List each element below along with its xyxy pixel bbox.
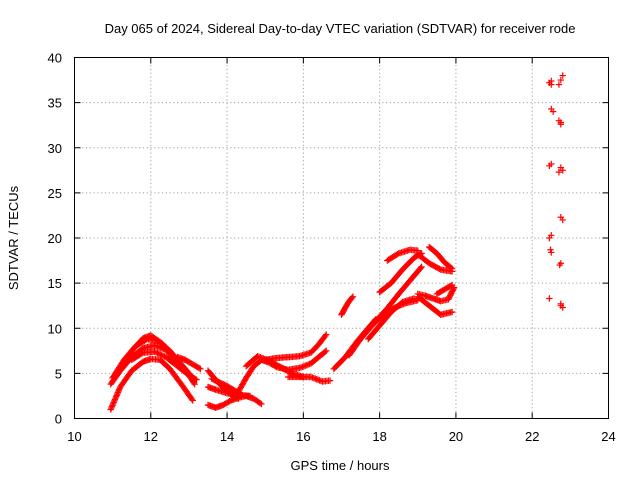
x-tick-label: 14 bbox=[220, 429, 234, 444]
series-arc-28 bbox=[555, 72, 566, 311]
data-point bbox=[548, 232, 555, 239]
data-point bbox=[556, 261, 563, 269]
y-tick-label: 5 bbox=[55, 366, 62, 381]
data-point bbox=[555, 117, 563, 124]
x-tick-label: 22 bbox=[525, 429, 539, 444]
x-axis-label: GPS time / hours bbox=[291, 458, 390, 473]
data-point bbox=[557, 121, 565, 128]
series-arc-26 bbox=[433, 281, 456, 298]
x-tick-label: 24 bbox=[601, 429, 615, 444]
data-point bbox=[557, 300, 565, 308]
data-point bbox=[348, 294, 356, 301]
data-point bbox=[447, 264, 455, 271]
data-point bbox=[448, 265, 456, 272]
y-tick-label: 25 bbox=[48, 186, 62, 201]
data-point bbox=[158, 351, 165, 359]
series-arc-27 bbox=[546, 77, 557, 302]
data-point bbox=[195, 364, 203, 372]
y-axis-label: SDTVAR / TECUs bbox=[6, 185, 21, 290]
data-point bbox=[546, 295, 553, 302]
y-tick-label: 30 bbox=[48, 141, 62, 156]
series-arc-15 bbox=[338, 293, 357, 318]
series-arc-19 bbox=[372, 263, 425, 325]
data-point bbox=[246, 392, 254, 400]
data-point bbox=[349, 293, 357, 300]
series-arc-14 bbox=[284, 373, 334, 385]
data-point bbox=[197, 365, 204, 373]
data-point bbox=[258, 400, 265, 408]
data-point bbox=[191, 381, 198, 388]
x-tick-label: 16 bbox=[296, 429, 310, 444]
data-point bbox=[193, 376, 200, 383]
plot-frame bbox=[74, 57, 609, 419]
data-point bbox=[188, 396, 196, 403]
data-point bbox=[192, 375, 199, 383]
x-tick-label: 12 bbox=[144, 429, 158, 444]
y-tick-label: 40 bbox=[48, 51, 62, 66]
data-point bbox=[157, 351, 164, 358]
data-point bbox=[417, 264, 424, 272]
x-tick-label: 20 bbox=[449, 429, 463, 444]
data-point bbox=[410, 295, 418, 302]
grid bbox=[74, 57, 609, 419]
data-point bbox=[448, 281, 456, 289]
data-point bbox=[448, 308, 456, 316]
y-tick-label: 10 bbox=[48, 321, 62, 336]
series-arc-6 bbox=[174, 353, 204, 373]
data-point bbox=[559, 216, 566, 224]
data-point bbox=[151, 348, 158, 355]
data-point bbox=[559, 72, 566, 79]
data-point bbox=[152, 349, 160, 356]
data-point bbox=[557, 164, 565, 171]
data-point bbox=[155, 350, 163, 357]
data-point bbox=[450, 285, 457, 293]
x-tick-label: 18 bbox=[372, 429, 386, 444]
series-arc-18 bbox=[365, 295, 418, 343]
x-tick-label: 10 bbox=[67, 429, 81, 444]
data-point bbox=[323, 347, 330, 355]
data-point bbox=[326, 377, 334, 384]
data-point bbox=[447, 282, 455, 289]
series-arc-1 bbox=[107, 355, 196, 413]
y-tick-label: 35 bbox=[48, 96, 62, 111]
axis-ticks: 10 12 14 16 18 20 22 24 0 5 10 15 20 25 30 35 40 bbox=[48, 51, 616, 445]
y-tick-label: 15 bbox=[48, 276, 62, 291]
data-points bbox=[107, 72, 566, 413]
data-point bbox=[154, 349, 161, 357]
data-point bbox=[418, 263, 425, 271]
data-point bbox=[189, 397, 196, 404]
series-arc-24 bbox=[414, 293, 456, 318]
series-arc-5 bbox=[128, 348, 200, 383]
data-point bbox=[159, 352, 167, 359]
data-point bbox=[555, 168, 563, 176]
data-point bbox=[557, 76, 565, 84]
data-point bbox=[548, 77, 555, 85]
y-tick-label: 20 bbox=[48, 231, 62, 246]
chart-title: Day 065 of 2024, Sidereal Day-to-day VTE… bbox=[105, 21, 576, 36]
series-arc-13 bbox=[262, 331, 330, 364]
data-point bbox=[235, 395, 242, 402]
data-point bbox=[239, 391, 246, 399]
data-point bbox=[548, 160, 555, 168]
series-arc-21 bbox=[384, 246, 421, 264]
data-point bbox=[256, 399, 264, 407]
data-point bbox=[548, 249, 555, 256]
data-point bbox=[321, 348, 329, 355]
data-point bbox=[559, 304, 566, 311]
series-arc-23 bbox=[426, 243, 456, 272]
data-point bbox=[555, 81, 563, 88]
data-point bbox=[322, 332, 329, 340]
data-point bbox=[323, 331, 330, 338]
data-point bbox=[548, 105, 555, 113]
data-point bbox=[234, 394, 241, 402]
y-tick-label: 0 bbox=[55, 412, 62, 427]
